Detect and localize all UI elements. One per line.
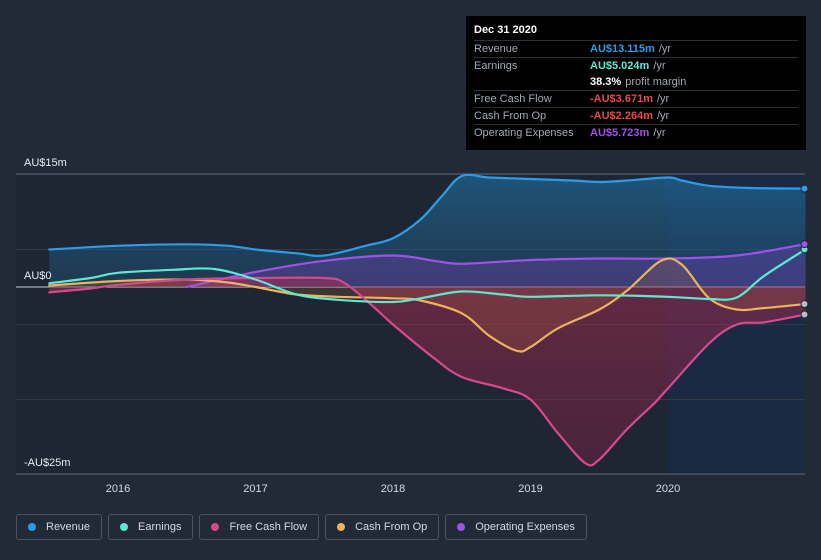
chart-legend: Revenue Earnings Free Cash Flow Cash From O…	[16, 514, 587, 540]
tooltip-row-unit: /yr	[658, 43, 672, 55]
free-cash-flow-end-point	[800, 310, 809, 319]
operating-expenses-end-point	[800, 240, 809, 249]
legend-label: Free Cash Flow	[229, 521, 308, 533]
legend-dot-icon	[457, 523, 466, 531]
legend-item-cash-from-op[interactable]: Cash From Op	[325, 514, 440, 540]
y-axis-label-zero: AU$0	[24, 270, 52, 282]
tooltip-row-unit: profit margin	[625, 76, 687, 88]
tooltip-row-label: Operating Expenses	[474, 127, 574, 139]
legend-label: Cash From Op	[355, 521, 428, 533]
tooltip-date: Dec 31 2020	[474, 24, 537, 36]
revenue-end-point	[800, 184, 809, 193]
cash-from-op-line	[48, 257, 807, 353]
tooltip-row-label	[474, 74, 590, 90]
tooltip-row-value: -AU$3.671m	[590, 93, 653, 105]
legend-dot-icon	[120, 523, 129, 531]
tooltip-row-value: 38.3%	[590, 76, 622, 88]
x-tick-label: 2017	[243, 483, 267, 495]
data-tooltip: Dec 31 2020 Revenue AU$13.115m/yr Earnings…	[466, 16, 806, 150]
tooltip-row: Cash From Op -AU$2.264m/yr	[474, 107, 798, 124]
x-tick-label: 2020	[656, 483, 680, 495]
operating-expenses-area	[186, 244, 806, 287]
tooltip-row-label: Free Cash Flow	[474, 93, 552, 105]
tooltip-row-unit: /yr	[653, 127, 666, 139]
tooltip-row: Revenue AU$13.115m/yr	[474, 40, 798, 57]
tooltip-row: Earnings AU$5.024m/yr	[474, 57, 798, 74]
tooltip-row: 38.3% profit margin	[474, 74, 798, 90]
tooltip-row-value: AU$5.723m	[590, 127, 650, 139]
operating-expenses-line	[185, 243, 807, 289]
tooltip-row-label: Revenue	[474, 43, 519, 55]
tooltip-row: Free Cash Flow -AU$3.671m/yr	[474, 90, 798, 107]
legend-dot-icon	[28, 523, 36, 531]
y-axis-label-bottom: -AU$25m	[24, 457, 70, 469]
legend-item-free-cash-flow[interactable]: Free Cash Flow	[199, 514, 320, 540]
x-tick-label: 2018	[381, 483, 405, 495]
free-cash-flow-line	[48, 276, 807, 467]
legend-label: Revenue	[46, 521, 91, 533]
free-cash-flow-area	[49, 277, 806, 466]
tooltip-row-label: Earnings	[474, 60, 518, 72]
legend-dot-icon	[337, 523, 346, 531]
tooltip-row-value: AU$5.024m	[590, 60, 650, 72]
x-tick-label: 2019	[518, 483, 542, 495]
legend-label: Operating Expenses	[475, 521, 575, 533]
tooltip-row-unit: /yr	[656, 93, 670, 105]
cash-from-op-end-point	[800, 299, 809, 308]
legend-dot-icon	[211, 523, 220, 531]
earnings-line	[48, 248, 807, 304]
tooltip-row-value: -AU$2.264m	[590, 110, 653, 122]
legend-item-earnings[interactable]: Earnings	[108, 514, 194, 540]
legend-label: Earnings	[138, 521, 182, 533]
x-tick-label: 2016	[106, 483, 130, 495]
tooltip-row: Operating Expenses AU$5.723m/yr	[474, 124, 798, 141]
y-axis-label-top: AU$15m	[24, 157, 67, 169]
revenue-line	[48, 173, 807, 257]
tooltip-row-label: Cash From Op	[474, 110, 547, 122]
legend-item-revenue[interactable]: Revenue	[16, 514, 103, 540]
tooltip-row-unit: /yr	[656, 110, 670, 122]
tooltip-row-value: AU$13.115m	[590, 43, 655, 55]
tooltip-row-unit: /yr	[653, 60, 666, 72]
legend-item-operating-expenses[interactable]: Operating Expenses	[445, 514, 587, 540]
